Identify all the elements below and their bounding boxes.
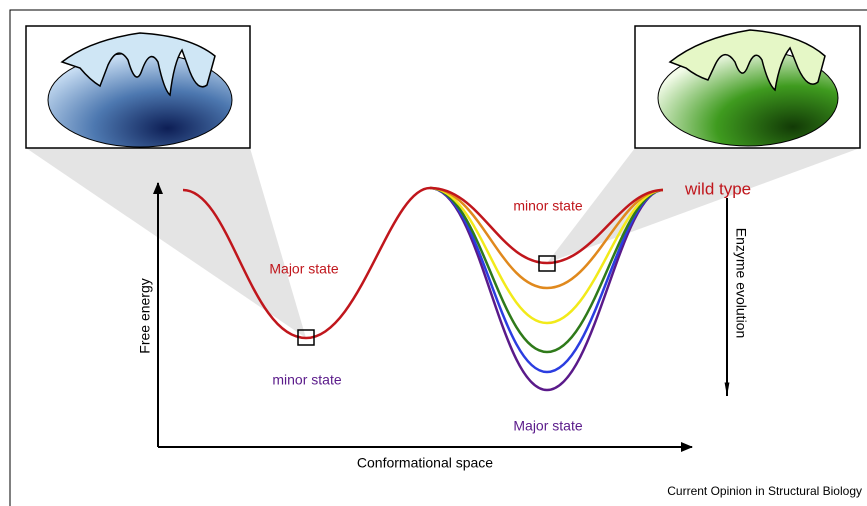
x-axis-label: Conformational space xyxy=(357,455,493,471)
state-label: minor state xyxy=(272,372,341,388)
state-label: minor state xyxy=(513,198,582,214)
state-label: Major state xyxy=(513,418,582,434)
projection xyxy=(547,148,860,263)
projection xyxy=(26,148,306,338)
state-label: Major state xyxy=(269,261,338,277)
wild-type-label: wild type xyxy=(684,179,751,198)
y-axis-label: Free energy xyxy=(137,278,153,353)
diagram: wild type minor state Major state minor … xyxy=(0,0,867,506)
footer: Current Opinion in Structural Biology xyxy=(667,484,862,498)
evolution-label: Enzyme evolution xyxy=(733,228,749,339)
